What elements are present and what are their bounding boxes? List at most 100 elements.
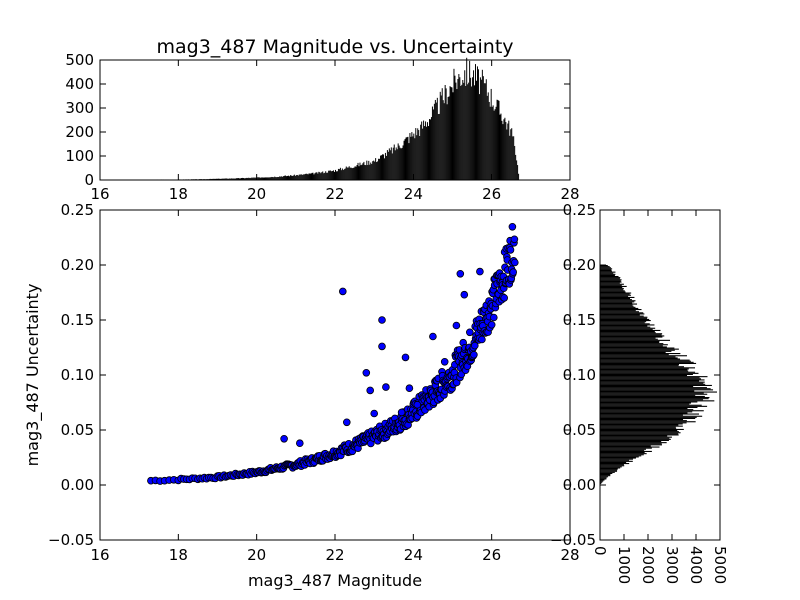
top-histogram-bar xyxy=(430,117,432,180)
top-histogram-bar xyxy=(266,177,268,180)
top-histogram-bar xyxy=(462,80,464,180)
top-histogram-bar xyxy=(383,158,385,180)
top-histogram-bar xyxy=(305,173,307,180)
top-histogram-bar xyxy=(515,154,517,180)
top-histogram-bar xyxy=(505,122,507,180)
right-histogram-bar xyxy=(600,455,642,457)
top-histogram-bar xyxy=(311,172,313,180)
top-histogram-bar xyxy=(413,133,415,180)
right-histogram-bar xyxy=(600,337,656,339)
right-histogram-bar xyxy=(600,285,627,287)
top-histogram-bar xyxy=(299,174,301,180)
top-histogram-bar xyxy=(377,161,379,180)
top-histogram-bar xyxy=(457,79,459,180)
top-histogram-bar xyxy=(410,136,412,180)
top-histogram-bar xyxy=(436,97,438,180)
top-histogram-bar xyxy=(460,86,462,180)
right-histogram-bar xyxy=(600,324,655,326)
right-histogram-bar xyxy=(600,456,639,458)
top-histogram-bar xyxy=(356,165,358,180)
top-histogram-bar xyxy=(429,119,431,180)
right-histogram-bar xyxy=(600,371,696,373)
top-histogram-bar xyxy=(500,113,502,180)
top-histogram-bar xyxy=(341,168,343,180)
x-tick-label: 22 xyxy=(325,185,344,203)
right-histogram-bar xyxy=(600,315,644,317)
right-histogram-bar xyxy=(600,326,651,328)
y-tick-label: 0.20 xyxy=(563,256,596,274)
right-histogram-bar xyxy=(600,443,662,445)
right-histogram-bar xyxy=(600,421,696,423)
x-tick-label: 28 xyxy=(560,546,579,564)
top-histogram-bar xyxy=(510,129,512,180)
x-axis-label: mag3_487 Magnitude xyxy=(248,571,422,591)
top-histogram-bar xyxy=(501,120,503,180)
top-histogram-bar xyxy=(482,76,484,180)
top-histogram-bar xyxy=(487,92,489,180)
right-histogram-bar xyxy=(600,392,704,394)
right-histogram-bar xyxy=(600,431,679,433)
top-histogram-bar xyxy=(186,179,188,180)
top-histogram-bar xyxy=(358,166,360,180)
top-histogram-bar xyxy=(389,150,391,180)
top-histogram-bar xyxy=(477,69,479,180)
top-histogram-bar xyxy=(453,68,455,180)
top-histogram-bar xyxy=(439,91,441,180)
right-histogram-bar xyxy=(600,420,687,422)
scatter-outlier xyxy=(429,332,437,341)
right-histogram-bar xyxy=(600,458,634,460)
right-histogram-bar xyxy=(600,340,660,342)
top-histogram-bar xyxy=(361,164,363,180)
right-histogram-bar xyxy=(600,388,711,390)
top-histogram-bar xyxy=(310,173,312,180)
top-histogram-bar xyxy=(486,95,488,180)
top-histogram-bar xyxy=(304,174,306,180)
top-histogram-bar xyxy=(204,179,206,180)
top-histogram-bar xyxy=(197,179,199,180)
y-tick-label: 300 xyxy=(65,99,94,117)
right-histogram-bar xyxy=(600,482,602,484)
right-histogram-bar xyxy=(600,375,688,377)
top-histogram-bar xyxy=(495,106,497,180)
top-histogram-bar xyxy=(335,171,337,180)
right-histogram-bar xyxy=(600,344,668,346)
top-histogram-bar xyxy=(324,172,326,180)
top-histogram-bar xyxy=(314,173,316,180)
x-tick-label: 16 xyxy=(90,185,109,203)
right-histogram-bar xyxy=(600,351,666,353)
top-histogram-bar xyxy=(308,173,310,180)
top-histogram-bar xyxy=(402,145,404,180)
top-histogram-bar xyxy=(420,124,422,180)
top-histogram-bar xyxy=(470,77,472,180)
right-histogram-bar xyxy=(600,302,633,304)
right-histogram-bar xyxy=(600,314,640,316)
top-histogram-bar xyxy=(380,155,382,180)
right-histogram-bar xyxy=(600,294,631,296)
top-histogram-bar xyxy=(253,177,255,180)
right-histogram-bar xyxy=(600,391,717,393)
scatter-point xyxy=(508,223,517,231)
top-histogram-bar xyxy=(338,169,340,180)
right-histogram-bar xyxy=(600,277,621,279)
top-histogram-bar xyxy=(352,167,354,180)
top-histogram-bar xyxy=(156,179,158,180)
top-histogram-bar xyxy=(404,139,406,180)
top-histogram-bar xyxy=(167,179,169,180)
top-histogram-bar xyxy=(440,95,442,180)
top-histogram-bar xyxy=(328,170,330,180)
right-histogram-bar xyxy=(600,289,624,291)
scatter-outlier xyxy=(440,357,449,366)
top-histogram-bar xyxy=(279,176,281,180)
top-histogram-bar xyxy=(254,177,256,180)
top-histogram-bar xyxy=(374,161,376,180)
top-histogram-bar xyxy=(339,167,341,180)
right-histogram-bar xyxy=(600,450,652,452)
right-histogram-bar xyxy=(600,432,681,434)
right-histogram-bar xyxy=(600,381,705,383)
y-tick-label: 0.15 xyxy=(563,311,596,329)
top-histogram-bar xyxy=(250,177,252,180)
right-histogram-bar xyxy=(600,466,622,468)
top-histogram-bar xyxy=(249,178,251,180)
top-histogram-bar xyxy=(479,77,481,180)
top-histogram-bar xyxy=(485,79,487,180)
